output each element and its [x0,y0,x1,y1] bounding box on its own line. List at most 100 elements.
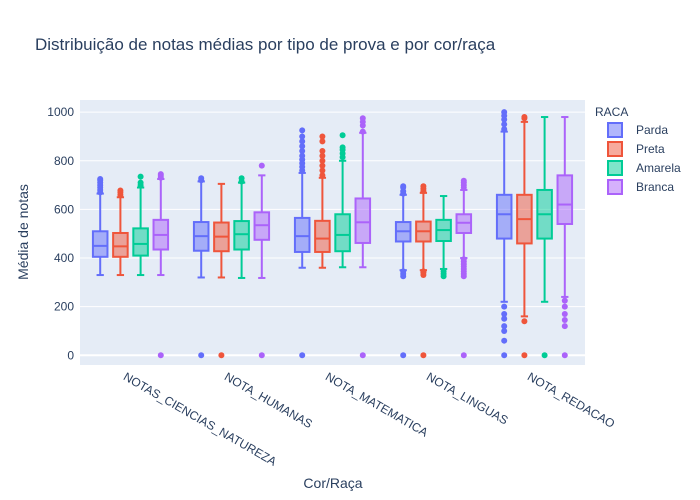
outlier-point [541,352,548,359]
outlier-point [319,167,326,174]
box [516,114,533,359]
box [91,176,109,277]
outlier-point [359,128,366,135]
outlier-point [420,183,427,190]
box [536,116,553,359]
outlier-point [561,310,568,317]
box [213,182,230,359]
box [435,195,452,280]
box-series-parda [91,109,513,359]
y-tick-label: 400 [54,251,74,265]
box [253,162,271,359]
outlier-point [501,323,508,330]
outlier-point [137,179,144,186]
outlier-point [299,138,306,145]
outlier-point [319,148,326,155]
outlier-point [501,352,508,359]
outlier-point [299,133,306,140]
outlier-point [521,114,528,121]
box-series-preta [112,114,533,359]
box [233,175,250,279]
box [293,127,311,359]
legend-label: Branca [636,180,674,194]
legend: RACA Parda Preta Amarela Branca [595,105,681,195]
outlier-point [501,109,508,116]
box-iqr [132,227,149,257]
outlier-point [319,138,326,145]
outlier-point [561,303,568,310]
legend-swatch [607,141,623,157]
box [556,116,574,359]
outlier-point [561,317,568,324]
outlier-point [117,187,124,194]
outlier-point [460,256,467,263]
outlier-point [561,297,568,304]
outlier-point [460,352,467,359]
legend-items: Parda Preta Amarela Branca [607,122,681,195]
box-series-amarela [132,116,553,359]
outlier-point [501,315,508,322]
outlier-point [299,127,306,134]
outlier-point [400,183,407,190]
legend-label: Preta [636,142,665,156]
outlier-point [258,352,265,359]
box-iqr [556,174,574,225]
y-tick-label: 800 [54,154,74,168]
outlier-point [238,175,245,182]
legend-item-preta: Preta [607,141,665,157]
outlier-point [359,352,366,359]
y-tick-label: 0 [67,348,74,362]
outlier-point [339,132,346,139]
outlier-point [501,337,508,344]
box [394,183,412,359]
outlier-point [359,115,366,122]
box [112,187,129,277]
legend-label: Parda [636,123,668,137]
outlier-point [561,352,568,359]
outlier-point [97,176,104,183]
box-series [91,109,574,359]
plot-area [80,100,585,365]
outlier-point [319,152,326,159]
legend-item-parda: Parda [607,122,668,138]
legend-swatch [607,160,623,176]
outlier-point [420,268,427,275]
chart-title: Distribuição de notas médias por tipo de… [35,35,496,54]
legend-title: RACA [595,105,628,119]
y-tick-label: 600 [54,202,74,216]
outlier-point [339,144,346,151]
outlier-point [299,352,306,359]
legend-swatch [607,122,623,138]
outlier-point [319,133,326,140]
box [415,183,432,359]
box [334,132,351,269]
legend-label: Amarela [636,161,681,175]
outlier-point [319,157,326,164]
outlier-point [501,303,508,310]
box [192,175,210,359]
box-iqr [112,231,129,258]
box-iqr [334,213,351,253]
box [314,133,331,269]
outlier-point [561,323,568,330]
outlier-point [400,352,407,359]
outlier-point [501,327,508,334]
box [495,109,513,359]
box-iqr [293,216,311,253]
outlier-point [198,352,205,359]
outlier-point [157,352,164,359]
outlier-point [157,171,164,178]
outlier-point [521,318,528,325]
outlier-point [501,126,508,133]
outlier-point [218,352,225,359]
box-iqr [233,220,250,251]
y-axis-ticks: 0 200 400 600 800 1000 [47,105,74,362]
outlier-point [319,162,326,169]
outlier-point [501,310,508,317]
box-iqr [91,230,109,258]
outlier-point [137,173,144,180]
y-tick-label: 1000 [47,105,74,119]
y-axis-title: Média de notas [15,184,31,280]
outlier-point [440,268,447,275]
